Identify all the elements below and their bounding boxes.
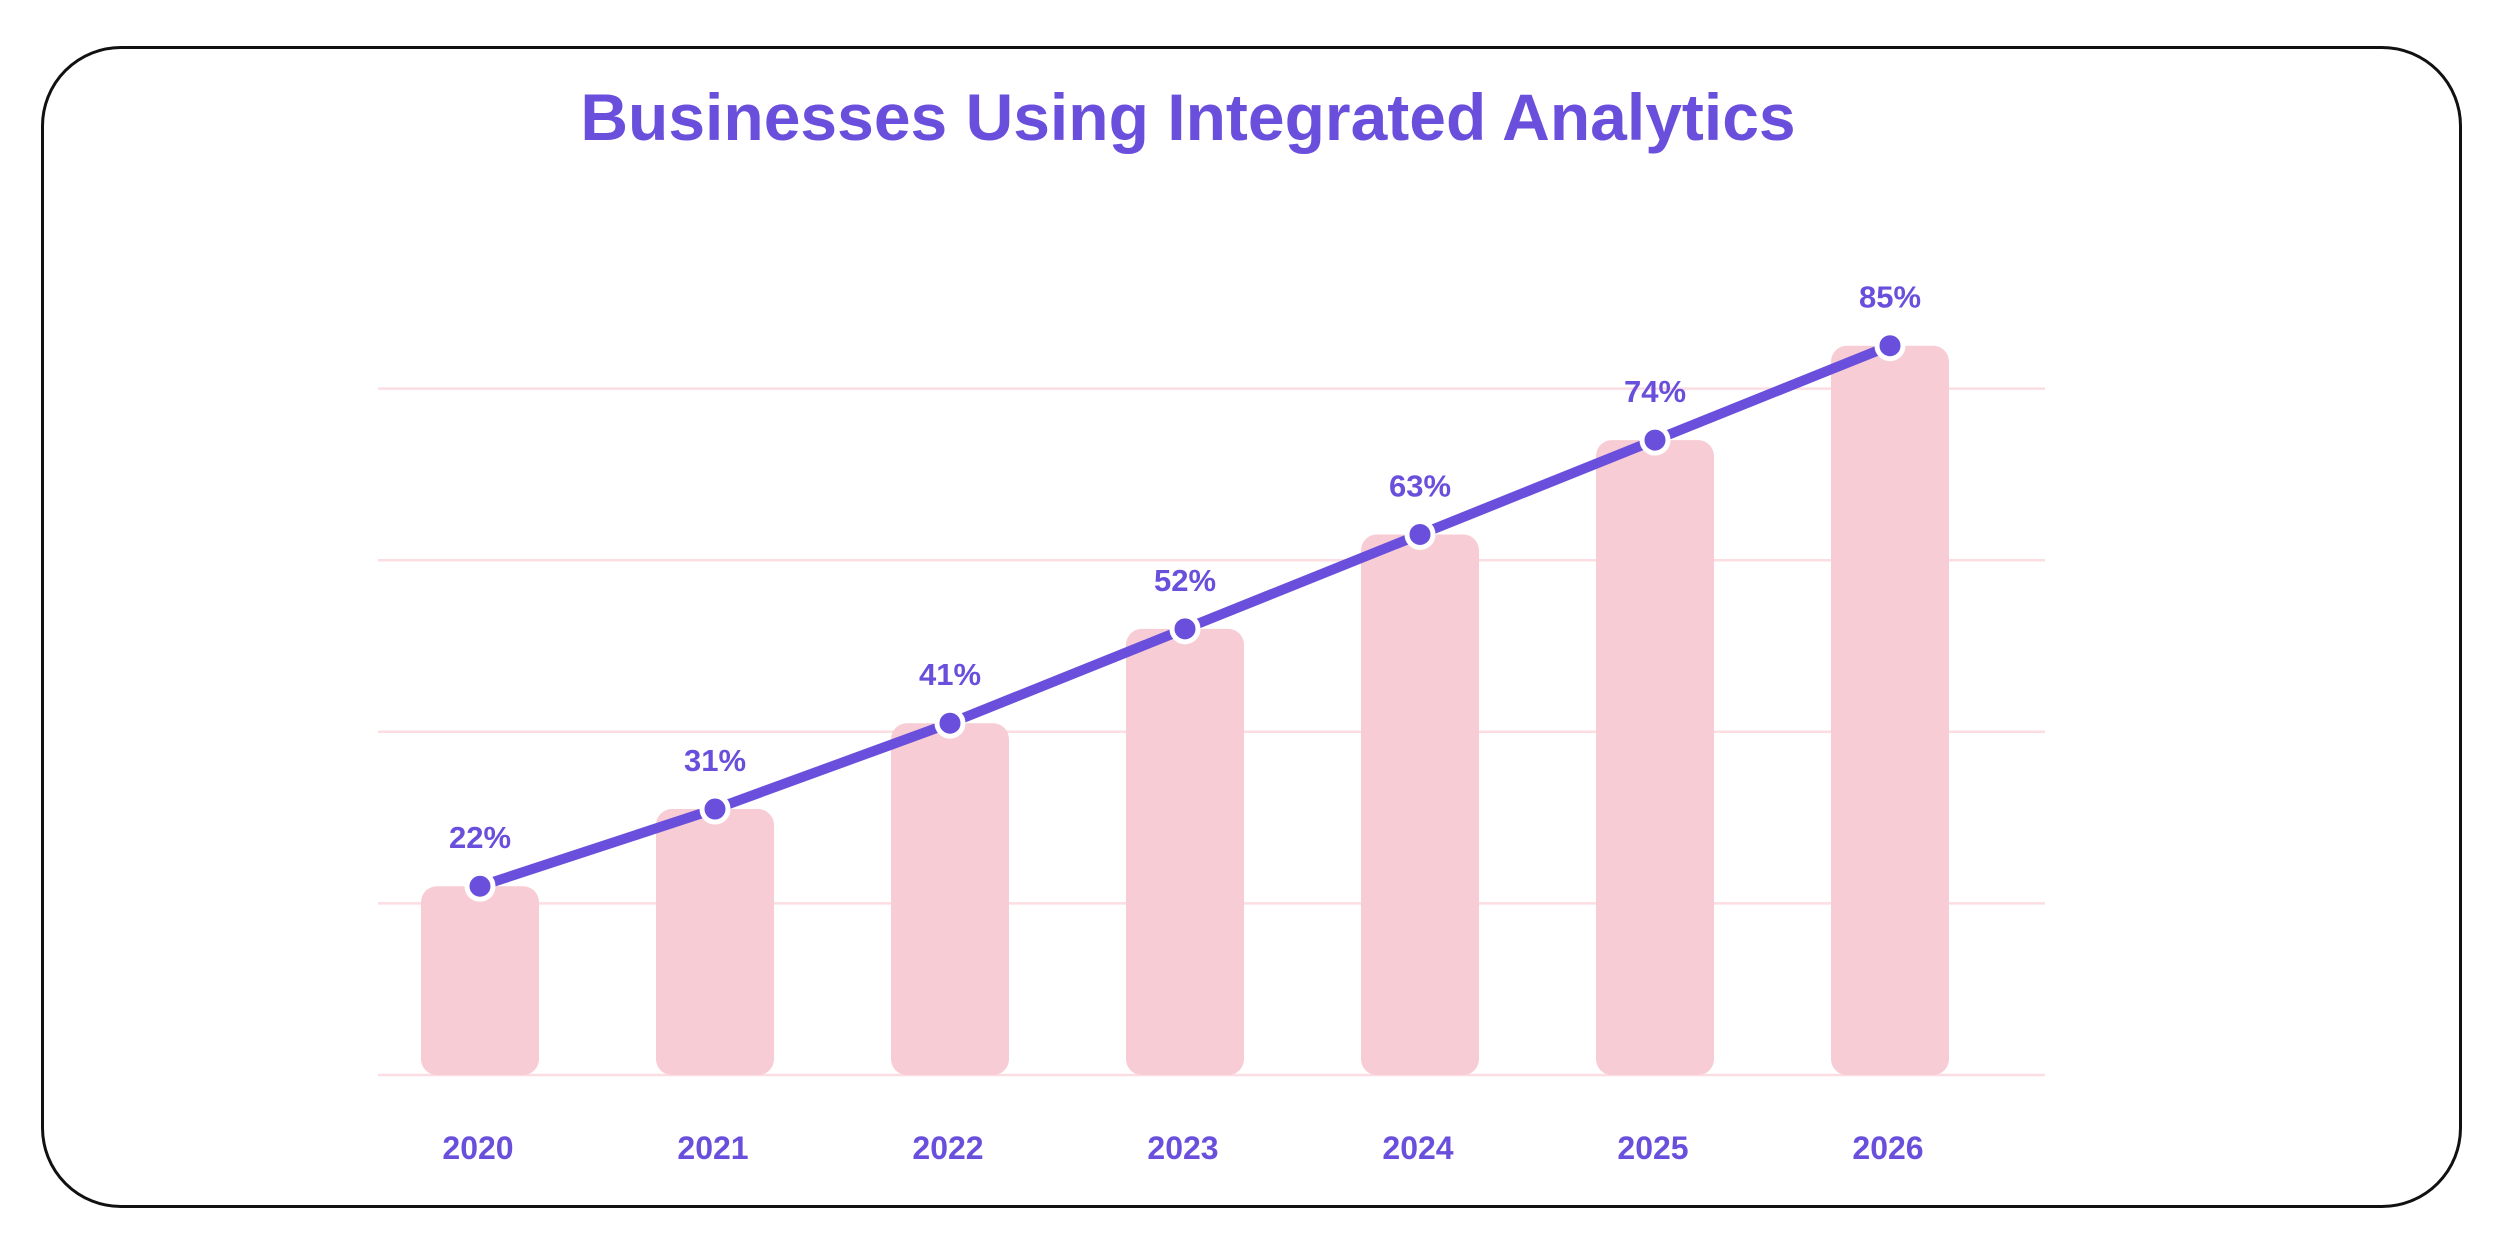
marker-2020 — [464, 870, 496, 902]
value-labels: 22% 31% 41% 52% 63% 74% 85% — [449, 280, 1921, 856]
markers — [464, 330, 1906, 902]
x-tick-2021: 2021 — [677, 1130, 748, 1166]
x-tick-2025: 2025 — [1617, 1130, 1688, 1166]
bar-2025 — [1596, 440, 1714, 1076]
value-label-2025: 74% — [1624, 374, 1686, 409]
marker-2021 — [699, 793, 731, 825]
bar-2022 — [891, 723, 1009, 1075]
marker-2026 — [1874, 330, 1906, 362]
bar-2020 — [421, 886, 539, 1075]
bar-2024 — [1361, 534, 1479, 1075]
x-tick-2020: 2020 — [442, 1130, 513, 1166]
x-tick-2023: 2023 — [1147, 1130, 1218, 1166]
value-label-2021: 31% — [684, 743, 746, 778]
value-label-2024: 63% — [1389, 468, 1451, 503]
value-label-2023: 52% — [1154, 563, 1216, 598]
marker-2024 — [1404, 518, 1436, 550]
marker-2023 — [1169, 613, 1201, 645]
bar-2026 — [1831, 345, 1949, 1075]
bar-2021 — [656, 809, 774, 1075]
value-label-2020: 22% — [449, 820, 511, 855]
marker-2025 — [1639, 424, 1671, 456]
chart-title: Businesses Using Integrated Analytics — [580, 80, 1795, 154]
value-label-2026: 85% — [1859, 280, 1921, 315]
x-tick-2022: 2022 — [912, 1130, 983, 1166]
marker-2022 — [934, 707, 966, 739]
x-tick-2026: 2026 — [1852, 1130, 1923, 1166]
value-label-2022: 41% — [919, 657, 981, 692]
bars — [421, 345, 1949, 1076]
x-axis-ticks: 2020 2021 2022 2023 2024 2025 2026 — [442, 1130, 1923, 1166]
x-tick-2024: 2024 — [1382, 1130, 1453, 1166]
bar-2023 — [1126, 628, 1244, 1075]
